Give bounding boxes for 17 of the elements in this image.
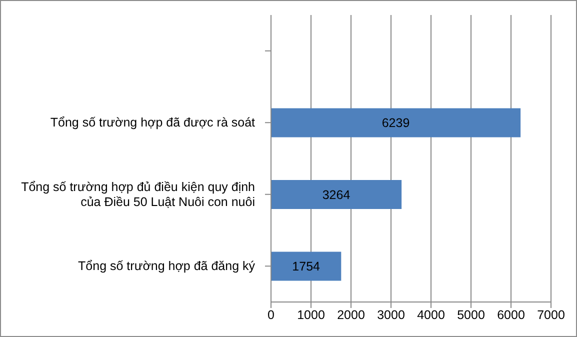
x-tick-label: 3000 [377,308,405,322]
x-tick-label: 1000 [297,308,325,322]
data-label: 1754 [292,260,320,274]
y-tick-label: Tổng số trường hợp đã đăng ký [78,259,256,274]
x-tick-label: 7000 [537,308,565,322]
x-tick-label: 5000 [457,308,485,322]
x-tick-label: 6000 [497,308,525,322]
x-tick-label: 2000 [337,308,365,322]
bar [271,108,521,138]
y-tick-label: Tổng số trường hợp đủ điều kiện quy định của Điều 50 Luật Nuôi con nuôi [21,180,256,209]
y-tick-label: Tổng số trường hợp đã được rà soát [50,116,256,130]
x-tick-label: 4000 [417,308,445,322]
bar [271,180,402,210]
data-label: 6239 [382,116,410,130]
data-label: 3264 [322,188,350,202]
x-tick-label: 0 [268,308,275,322]
bar [271,252,342,281]
